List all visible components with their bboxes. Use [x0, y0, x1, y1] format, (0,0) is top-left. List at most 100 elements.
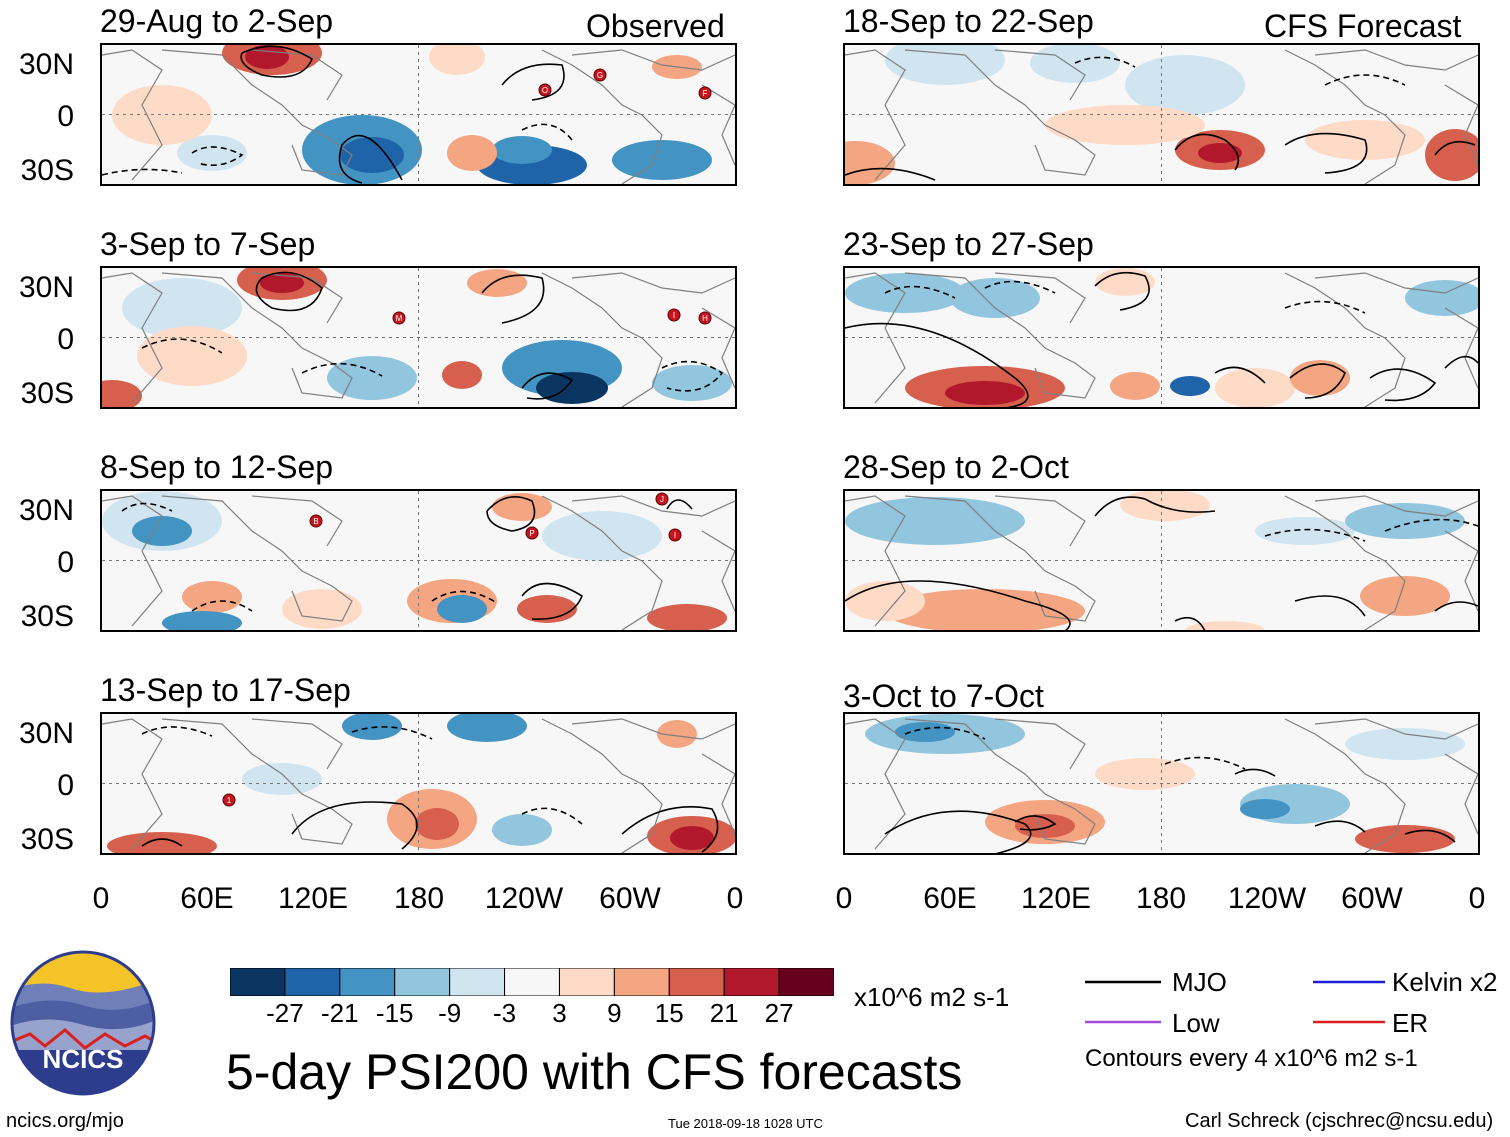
- mjo-contour: [666, 499, 693, 510]
- coastline: [845, 49, 1478, 184]
- map-panel-obs-4: 1: [100, 712, 737, 855]
- anomaly-blob: [327, 356, 417, 400]
- mjo-contour: [240, 45, 313, 78]
- lat-label-eq: 0: [57, 100, 74, 133]
- anomaly-blob: [1170, 376, 1210, 396]
- colorbar: [230, 968, 834, 996]
- lon-label-120w: 120W: [484, 882, 564, 915]
- lat-label-30s: 30S: [20, 600, 74, 633]
- anomaly-blob: [612, 140, 712, 180]
- anomaly-blob: [1185, 621, 1265, 630]
- storm-icon: 1: [222, 793, 236, 807]
- mjo-contour-negative: [984, 280, 1056, 294]
- anomaly-blob: [415, 808, 459, 840]
- mjo-contour-negative: [884, 285, 956, 299]
- anomaly-blob: [242, 763, 322, 795]
- lon-label-120w: 120W: [1227, 882, 1307, 915]
- lat-label-30n: 30N: [18, 717, 74, 750]
- mjo-contour-negative: [141, 338, 223, 354]
- lon-label-60e: 60E: [180, 882, 234, 915]
- lat-label-eq: 0: [57, 323, 74, 356]
- mjo-contour: [1284, 132, 1368, 174]
- anomaly-blob: [107, 832, 217, 853]
- mjo-contour: [291, 801, 418, 850]
- storm-label: I: [673, 311, 675, 320]
- colorbar-tick-label: -3: [492, 998, 517, 1028]
- anomaly-blob: [1345, 503, 1465, 539]
- anomaly-blob: [260, 273, 304, 293]
- mjo-contour-negative: [1164, 756, 1246, 770]
- colorbar-tick-label: 21: [709, 998, 739, 1028]
- anomaly-blob: [1198, 143, 1242, 163]
- lon-label-60e: 60E: [923, 882, 977, 915]
- storm-label: I: [674, 531, 676, 540]
- lat-label-30n: 30N: [18, 271, 74, 304]
- footer-url: ncics.org/mjo: [6, 1110, 124, 1132]
- anomaly-map: [845, 268, 1478, 407]
- lon-label-120e: 120E: [1020, 882, 1092, 915]
- panel-title-fc-2: 23-Sep to 27-Sep: [843, 226, 1094, 262]
- logo-text: NCICS: [43, 1044, 124, 1074]
- anomaly-map: 1: [102, 714, 735, 853]
- anomaly-blob: [670, 826, 714, 850]
- storm-label: 1: [227, 796, 232, 805]
- mjo-contour-negative: [521, 807, 583, 825]
- coastline: [102, 272, 735, 407]
- mjo-contour-negative: [191, 146, 244, 166]
- mjo-contour: [481, 274, 545, 324]
- mjo-contour: [1434, 601, 1478, 612]
- storm-label: G: [597, 71, 603, 80]
- anomaly-blob: [885, 589, 1085, 630]
- anomaly-blob: [845, 141, 895, 184]
- storm-label: P: [529, 529, 534, 538]
- map-panel-fc-1: [843, 43, 1480, 186]
- anomaly-blob: [1045, 105, 1205, 145]
- anomaly-blob: [945, 381, 1025, 405]
- storm-icon: J: [655, 492, 669, 506]
- lon-label-0: 0: [726, 882, 744, 915]
- mjo-contour-negative: [1384, 518, 1478, 532]
- colorbar-tick-label: 15: [654, 998, 684, 1028]
- colorbar-cell: [394, 968, 451, 996]
- colorbar-tick-label: -9: [438, 998, 462, 1028]
- mjo-contour: [521, 372, 574, 400]
- mjo-contour-negative: [121, 502, 173, 512]
- anomaly-blob: [1355, 825, 1455, 853]
- mjo-contour: [1369, 368, 1437, 402]
- footer-author: Carl Schreck (cjschrec@ncsu.edu): [1185, 1110, 1494, 1132]
- anomaly-map: B P J I: [102, 491, 735, 630]
- mjo-contour: [338, 134, 403, 184]
- anomaly-blob: [122, 278, 242, 338]
- colorbar-cell: [668, 968, 725, 996]
- storm-icon: M: [392, 311, 406, 325]
- coastline: [102, 718, 735, 853]
- storm-label: O: [542, 86, 548, 95]
- anomaly-blob: [885, 45, 1005, 85]
- mjo-contour-negative: [661, 360, 724, 392]
- mjo-contour: [1404, 829, 1456, 843]
- anomaly-blob: [442, 361, 482, 389]
- map-panel-obs-3: B P J I: [100, 489, 737, 632]
- storm-label: H: [702, 314, 708, 323]
- mjo-contour: [1094, 496, 1216, 517]
- anomaly-blob: [182, 581, 242, 613]
- mjo-contour-negative: [1074, 56, 1136, 68]
- line-legend: [1085, 980, 1385, 1024]
- forecast-header: CFS Forecast: [1264, 8, 1462, 44]
- kelvin-legend-label: Kelvin x2: [1392, 967, 1498, 997]
- panel-title-obs-3: 8-Sep to 12-Sep: [100, 449, 334, 485]
- panel-title-obs-4: 13-Sep to 17-Sep: [100, 672, 351, 708]
- lon-label-180: 180: [1135, 882, 1187, 915]
- coastline: [102, 49, 735, 184]
- lat-label-30n: 30N: [18, 494, 74, 527]
- lon-label-60w: 60W: [599, 882, 661, 915]
- anomaly-blob: [447, 135, 497, 171]
- anomaly-blob: [492, 493, 552, 521]
- mjo-contour: [1294, 595, 1366, 617]
- contour-interval-note: Contours every 4 x10^6 m2 s-1: [1085, 1045, 1418, 1072]
- colorbar-cell: [284, 968, 341, 996]
- mjo-contour-negative: [141, 726, 213, 737]
- colorbar-cell: [449, 968, 506, 996]
- ncics-logo: NCICS: [10, 950, 156, 1096]
